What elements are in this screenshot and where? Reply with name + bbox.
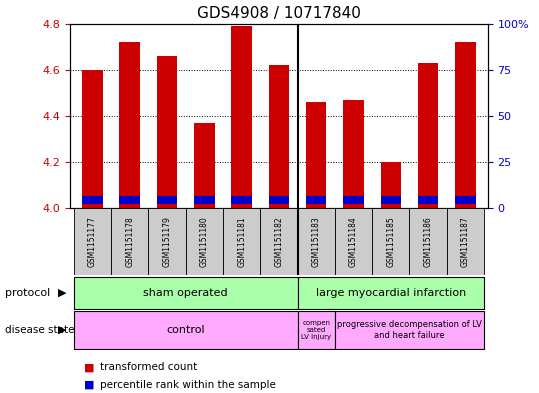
Bar [381, 196, 401, 204]
Bar [268, 196, 289, 204]
Text: GSM1151178: GSM1151178 [125, 216, 134, 267]
Bar [157, 196, 177, 204]
Bar [268, 65, 289, 208]
Text: GSM1151181: GSM1151181 [237, 217, 246, 267]
Text: GSM1151182: GSM1151182 [274, 217, 284, 267]
Text: GSM1151187: GSM1151187 [461, 216, 470, 267]
Bar [410, 208, 447, 275]
Text: large myocardial infarction: large myocardial infarction [316, 288, 466, 298]
Bar [298, 208, 335, 275]
Text: ■: ■ [84, 362, 94, 373]
Bar [111, 208, 148, 275]
Text: transformed count: transformed count [100, 362, 197, 373]
Bar [447, 208, 484, 275]
Bar [298, 277, 484, 309]
Text: GSM1151185: GSM1151185 [386, 216, 395, 267]
Bar [455, 196, 476, 204]
Bar [82, 70, 103, 208]
Bar [194, 196, 215, 204]
Text: sham operated: sham operated [143, 288, 228, 298]
Bar [306, 102, 327, 208]
Text: percentile rank within the sample: percentile rank within the sample [100, 380, 275, 390]
Bar [223, 208, 260, 275]
Bar [343, 196, 364, 204]
Text: GSM1151186: GSM1151186 [424, 216, 433, 267]
Text: progressive decompensation of LV
and heart failure: progressive decompensation of LV and hea… [337, 320, 482, 340]
Bar [260, 208, 298, 275]
Bar [148, 208, 186, 275]
Bar [335, 208, 372, 275]
Text: disease state: disease state [5, 325, 75, 335]
Bar [335, 311, 484, 349]
Bar [231, 26, 252, 208]
Text: ▶: ▶ [58, 288, 66, 298]
Bar [418, 63, 438, 208]
Bar [231, 196, 252, 204]
Bar [186, 208, 223, 275]
Text: GSM1151177: GSM1151177 [88, 216, 97, 267]
Text: ▶: ▶ [58, 325, 66, 335]
Bar [157, 56, 177, 208]
Bar [381, 162, 401, 208]
Text: compen
sated
LV injury: compen sated LV injury [301, 320, 331, 340]
Text: ■: ■ [84, 380, 94, 390]
Bar [74, 311, 298, 349]
Bar [194, 123, 215, 208]
Text: protocol: protocol [5, 288, 51, 298]
Title: GDS4908 / 10717840: GDS4908 / 10717840 [197, 6, 361, 21]
Text: GSM1151179: GSM1151179 [163, 216, 171, 267]
Bar [74, 277, 298, 309]
Bar [418, 196, 438, 204]
Text: GSM1151180: GSM1151180 [200, 216, 209, 267]
Bar [306, 196, 327, 204]
Bar [343, 100, 364, 208]
Bar [74, 208, 111, 275]
Bar [120, 196, 140, 204]
Bar [455, 42, 476, 208]
Text: control: control [167, 325, 205, 335]
Text: GSM1151184: GSM1151184 [349, 216, 358, 267]
Bar [298, 311, 335, 349]
Text: GSM1151183: GSM1151183 [312, 216, 321, 267]
Bar [82, 196, 103, 204]
Bar [120, 42, 140, 208]
Bar [372, 208, 410, 275]
